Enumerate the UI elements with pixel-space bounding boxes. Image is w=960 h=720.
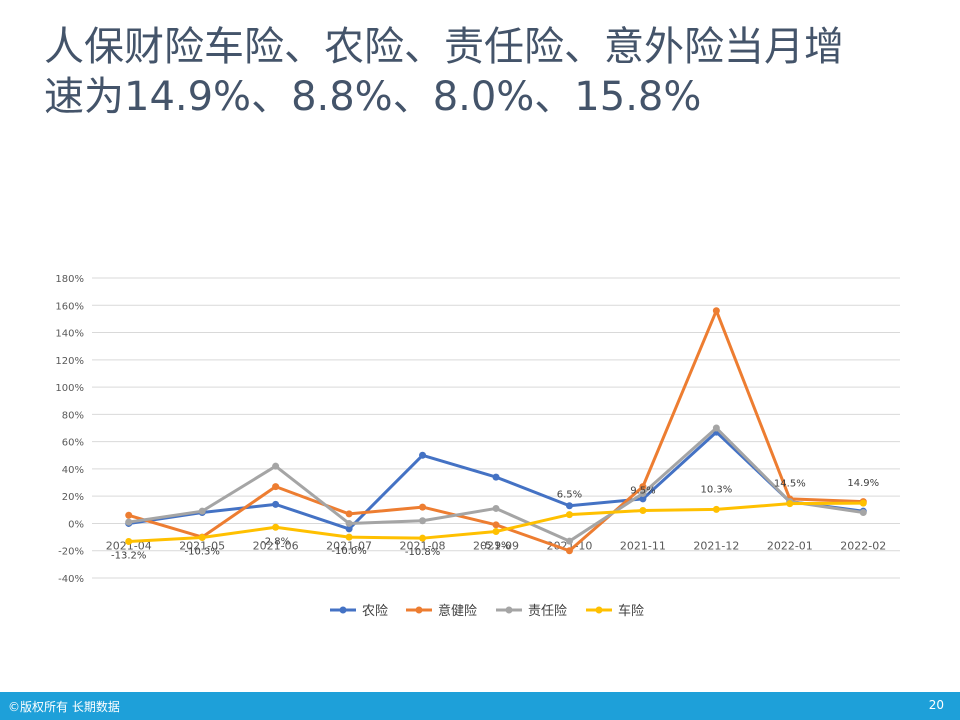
- data-point: [198, 534, 206, 541]
- legend-marker: [595, 606, 603, 614]
- x-tick-label: 2021-11: [620, 539, 666, 552]
- data-label: 14.9%: [847, 478, 879, 489]
- data-point: [125, 518, 133, 526]
- data-point: [272, 462, 280, 470]
- data-label: -10.3%: [184, 547, 219, 558]
- y-tick-label: 180%: [55, 274, 84, 285]
- x-tick-label: 2021-08: [400, 539, 446, 552]
- data-point: [419, 451, 427, 459]
- data-point: [859, 509, 867, 517]
- data-point: [125, 511, 133, 519]
- legend-marker: [339, 606, 347, 614]
- data-point: [125, 537, 133, 545]
- y-tick-label: 140%: [55, 329, 84, 340]
- data-point: [492, 473, 500, 481]
- data-point: [345, 519, 353, 527]
- legend-marker: [415, 606, 423, 614]
- y-tick-label: 100%: [55, 383, 84, 394]
- data-label: 10.3%: [700, 484, 732, 495]
- y-tick-label: -20%: [58, 547, 84, 558]
- data-point: [419, 517, 427, 525]
- x-tick-label: 2021-06: [253, 539, 299, 552]
- footer-bar: ©版权所有 长期数据 20: [0, 692, 960, 720]
- data-point: [345, 510, 353, 518]
- data-point: [272, 483, 280, 491]
- data-label: -10.0%: [331, 546, 366, 557]
- y-tick-label: 0%: [68, 519, 84, 530]
- data-label: 9.5%: [630, 486, 655, 497]
- data-label: 14.5%: [774, 479, 806, 490]
- data-point: [345, 525, 353, 533]
- chart-svg: -40% -20% 0% 20% 40% 60% 80% 100% 120% 140% 160% 18…: [55, 274, 900, 619]
- x-tick-label: 2021-10: [546, 539, 592, 552]
- y-tick-label: 40%: [62, 465, 84, 476]
- legend-label: 意健险: [438, 603, 477, 619]
- legend-label: 车险: [618, 603, 644, 619]
- data-point: [639, 489, 647, 497]
- legend-label: 农险: [362, 604, 388, 619]
- x-tick-label: 2022-01: [767, 539, 813, 552]
- data-point: [859, 499, 867, 507]
- data-point: [272, 500, 280, 508]
- data-point: [419, 534, 427, 542]
- page-number: 20: [928, 698, 944, 712]
- title-line-1: 人保财险车险、农险、责任险、意外险当月增: [44, 24, 844, 70]
- y-tick-label: -40%: [58, 574, 84, 585]
- data-label: 6.5%: [557, 490, 582, 501]
- x-tick-label: 2021-04: [106, 539, 152, 552]
- data-label: -2.8%: [261, 536, 290, 547]
- data-point: [565, 502, 573, 510]
- y-tick-label: 160%: [55, 301, 84, 312]
- data-point: [565, 511, 573, 519]
- data-point: [272, 523, 280, 531]
- y-tick-label: 60%: [62, 438, 84, 449]
- y-tick-label: 120%: [55, 356, 84, 367]
- line-chart: -40% -20% 0% 20% 40% 60% 80% 100% 120% 140% 160% 18…: [40, 262, 920, 632]
- y-tick-label: 80%: [62, 410, 84, 421]
- data-point: [198, 507, 206, 515]
- data-label: -13.2%: [111, 550, 146, 561]
- x-tick-label: 2022-02: [840, 539, 886, 552]
- data-point: [492, 528, 500, 535]
- data-point: [345, 533, 353, 541]
- legend-label: 责任险: [528, 604, 567, 619]
- data-point: [419, 503, 427, 511]
- data-point: [492, 521, 500, 529]
- data-point: [712, 424, 720, 432]
- x-tick-label: 2021-12: [693, 539, 739, 552]
- x-tick-label: 2021-07: [326, 539, 372, 552]
- legend-marker: [505, 606, 513, 614]
- series-line: [128, 309, 864, 553]
- data-point: [565, 537, 573, 545]
- slide-title: 人保财险车险、农险、责任险、意外险当月增 速为14.9%、8.8%、8.0%、1…: [44, 22, 924, 122]
- data-point: [565, 547, 573, 555]
- data-point: [786, 500, 794, 508]
- data-point: [639, 507, 647, 514]
- title-line-2: 速为14.9%、8.8%、8.0%、15.8%: [44, 74, 702, 120]
- x-tick-label: 2021-09: [473, 539, 519, 552]
- data-label: -10.8%: [405, 547, 440, 558]
- data-point: [492, 504, 500, 512]
- data-point: [639, 483, 647, 491]
- x-tick-label: 2021-05: [179, 539, 225, 552]
- data-point: [712, 307, 720, 315]
- data-point: [639, 495, 647, 503]
- data-label: -5.9%: [481, 541, 510, 552]
- copyright-text: ©版权所有 长期数据: [8, 700, 120, 714]
- data-point: [712, 505, 720, 513]
- y-tick-label: 20%: [62, 492, 84, 503]
